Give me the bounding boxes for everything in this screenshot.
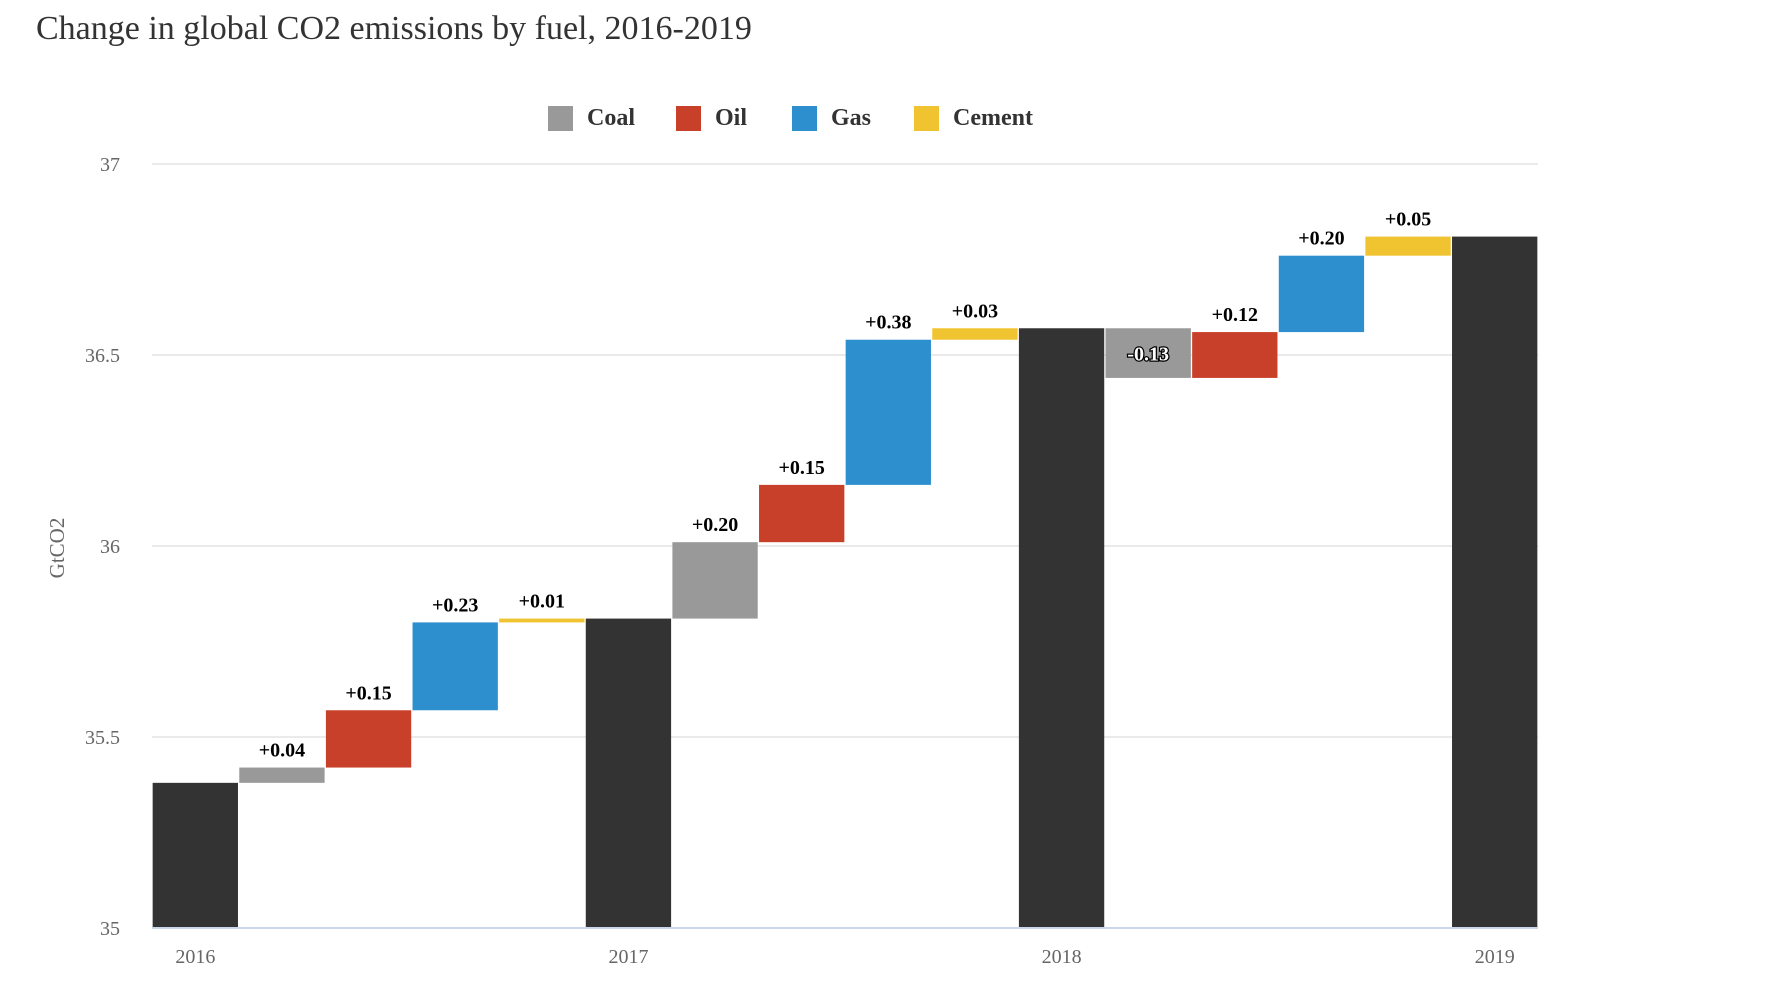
coal-delta-bar[interactable]	[239, 767, 325, 783]
legend-label-oil: Oil	[715, 104, 748, 131]
legend-swatch-gas	[792, 105, 817, 131]
y-tick-label: 36.5	[85, 345, 120, 367]
x-tick-label: 2019	[1475, 946, 1515, 968]
data-label: +0.23	[432, 594, 478, 616]
y-tick-label: 35.5	[85, 727, 120, 749]
chart-legend: Coal Oil Gas Cement	[0, 100, 1792, 136]
legend-swatch-oil	[676, 105, 701, 131]
y-tick-label: 35	[100, 918, 120, 940]
bars	[152, 236, 1538, 928]
total-bar-2019[interactable]	[1452, 236, 1538, 928]
y-tick-label: 36	[100, 536, 120, 558]
data-label: +0.03	[952, 300, 998, 322]
data-label: +0.38	[865, 312, 911, 334]
x-tick-label: 2016	[175, 946, 215, 968]
cement-delta-bar[interactable]	[932, 328, 1018, 340]
legend-swatch-coal	[548, 105, 573, 131]
data-labels: +0.04 +0.15 +0.23 +0.01 +0.20 +0.15 +0.38 +0.03…	[259, 209, 1432, 762]
legend-label-cement: Cement	[953, 104, 1033, 131]
cement-delta-bar[interactable]	[1365, 236, 1451, 256]
legend-label-coal: Coal	[587, 104, 635, 131]
data-label: +0.12	[1212, 304, 1258, 326]
data-label: +0.04	[259, 740, 305, 762]
coal-delta-bar[interactable]	[1105, 328, 1191, 378]
chart-title: Change in global CO2 emissions by fuel, …	[36, 10, 752, 47]
oil-delta-bar[interactable]	[1192, 332, 1278, 378]
gas-delta-bar[interactable]	[845, 339, 931, 485]
data-label: +0.05	[1385, 209, 1431, 231]
oil-delta-bar[interactable]	[759, 484, 845, 543]
total-bar-2017[interactable]	[585, 618, 672, 928]
x-tick-label: 2017	[608, 946, 648, 968]
gas-delta-bar[interactable]	[1278, 255, 1365, 333]
y-axis-title: GtCO2	[45, 518, 69, 579]
gridlines	[152, 163, 1538, 738]
cement-delta-bar[interactable]	[499, 618, 585, 623]
data-label: +0.15	[778, 457, 824, 479]
oil-delta-bar[interactable]	[325, 710, 412, 768]
total-bar-2016[interactable]	[152, 782, 238, 928]
data-label: +0.20	[1298, 228, 1344, 250]
legend-item-gas[interactable]: Gas	[792, 100, 871, 136]
y-tick-label: 37	[100, 154, 120, 176]
data-label: +0.15	[345, 682, 391, 704]
data-label: +0.01	[519, 591, 565, 613]
data-label: -0.13	[1127, 343, 1169, 365]
axes: 35 35.5 36 36.5 37 2016 2017 2018 2019	[85, 154, 1538, 968]
gas-delta-bar[interactable]	[412, 622, 498, 711]
legend-swatch-cement	[914, 105, 939, 131]
x-tick-label: 2018	[1042, 946, 1082, 968]
total-bar-2018[interactable]	[1018, 328, 1105, 928]
coal-delta-bar[interactable]	[672, 542, 758, 619]
legend-item-oil[interactable]: Oil	[676, 100, 747, 136]
legend-item-cement[interactable]: Cement	[914, 100, 1033, 136]
legend-item-coal[interactable]: Coal	[548, 100, 635, 136]
data-label: +0.20	[692, 514, 738, 536]
legend-label-gas: Gas	[831, 104, 872, 131]
